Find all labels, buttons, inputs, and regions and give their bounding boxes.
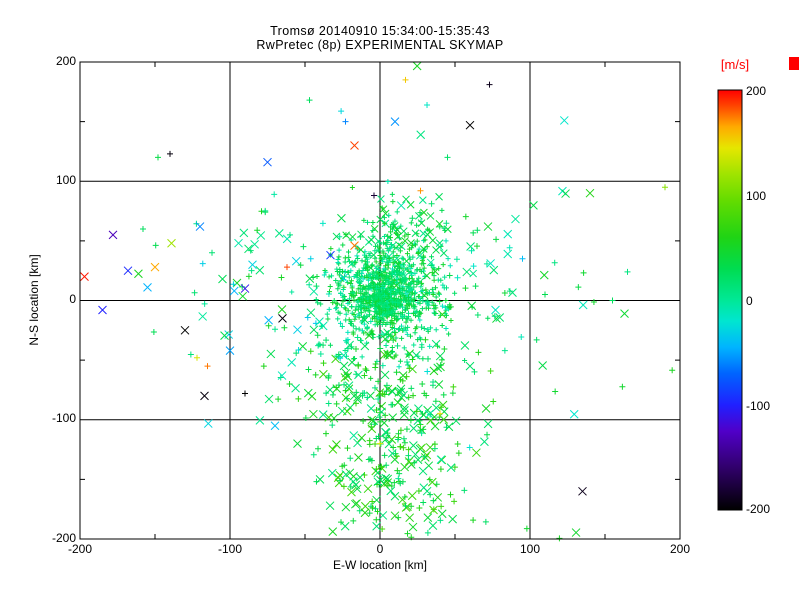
x-axis-title: E-W location [km] <box>332 558 428 572</box>
plot-border <box>79 61 681 540</box>
plot-subtitle: RwPretec (8p) EXPERIMENTAL SKYMAP <box>256 38 504 52</box>
colorbar-unit-label: [m/s] <box>720 57 750 72</box>
colorbar <box>717 89 743 511</box>
colorbar-tick-label: -200 <box>746 502 771 516</box>
colorbar-tick-label: 0 <box>746 294 753 308</box>
y-tick-label: -200 <box>51 531 76 545</box>
y-tick-label: 200 <box>55 54 76 68</box>
plot-title: Tromsø 20140910 15:34:00-15:35:43 <box>270 24 490 38</box>
colorbar-tick-label: 100 <box>746 189 767 203</box>
colorbar-tick-label: -100 <box>746 399 771 413</box>
x-tick-label: 0 <box>376 542 384 556</box>
x-tick-label: 200 <box>669 542 691 556</box>
y-tick-label: 0 <box>69 292 76 306</box>
x-tick-label: -200 <box>67 542 93 556</box>
x-tick-label: -100 <box>217 542 243 556</box>
minor-ticks <box>80 62 680 539</box>
red-corner-mark <box>789 57 799 70</box>
y-tick-label: 100 <box>55 173 76 187</box>
scatter-points <box>80 61 676 542</box>
colorbar-tick-label: 200 <box>746 84 767 98</box>
y-tick-label: -100 <box>51 411 76 425</box>
y-axis-title: N-S location [km] <box>27 254 41 346</box>
x-tick-label: 100 <box>519 542 541 556</box>
